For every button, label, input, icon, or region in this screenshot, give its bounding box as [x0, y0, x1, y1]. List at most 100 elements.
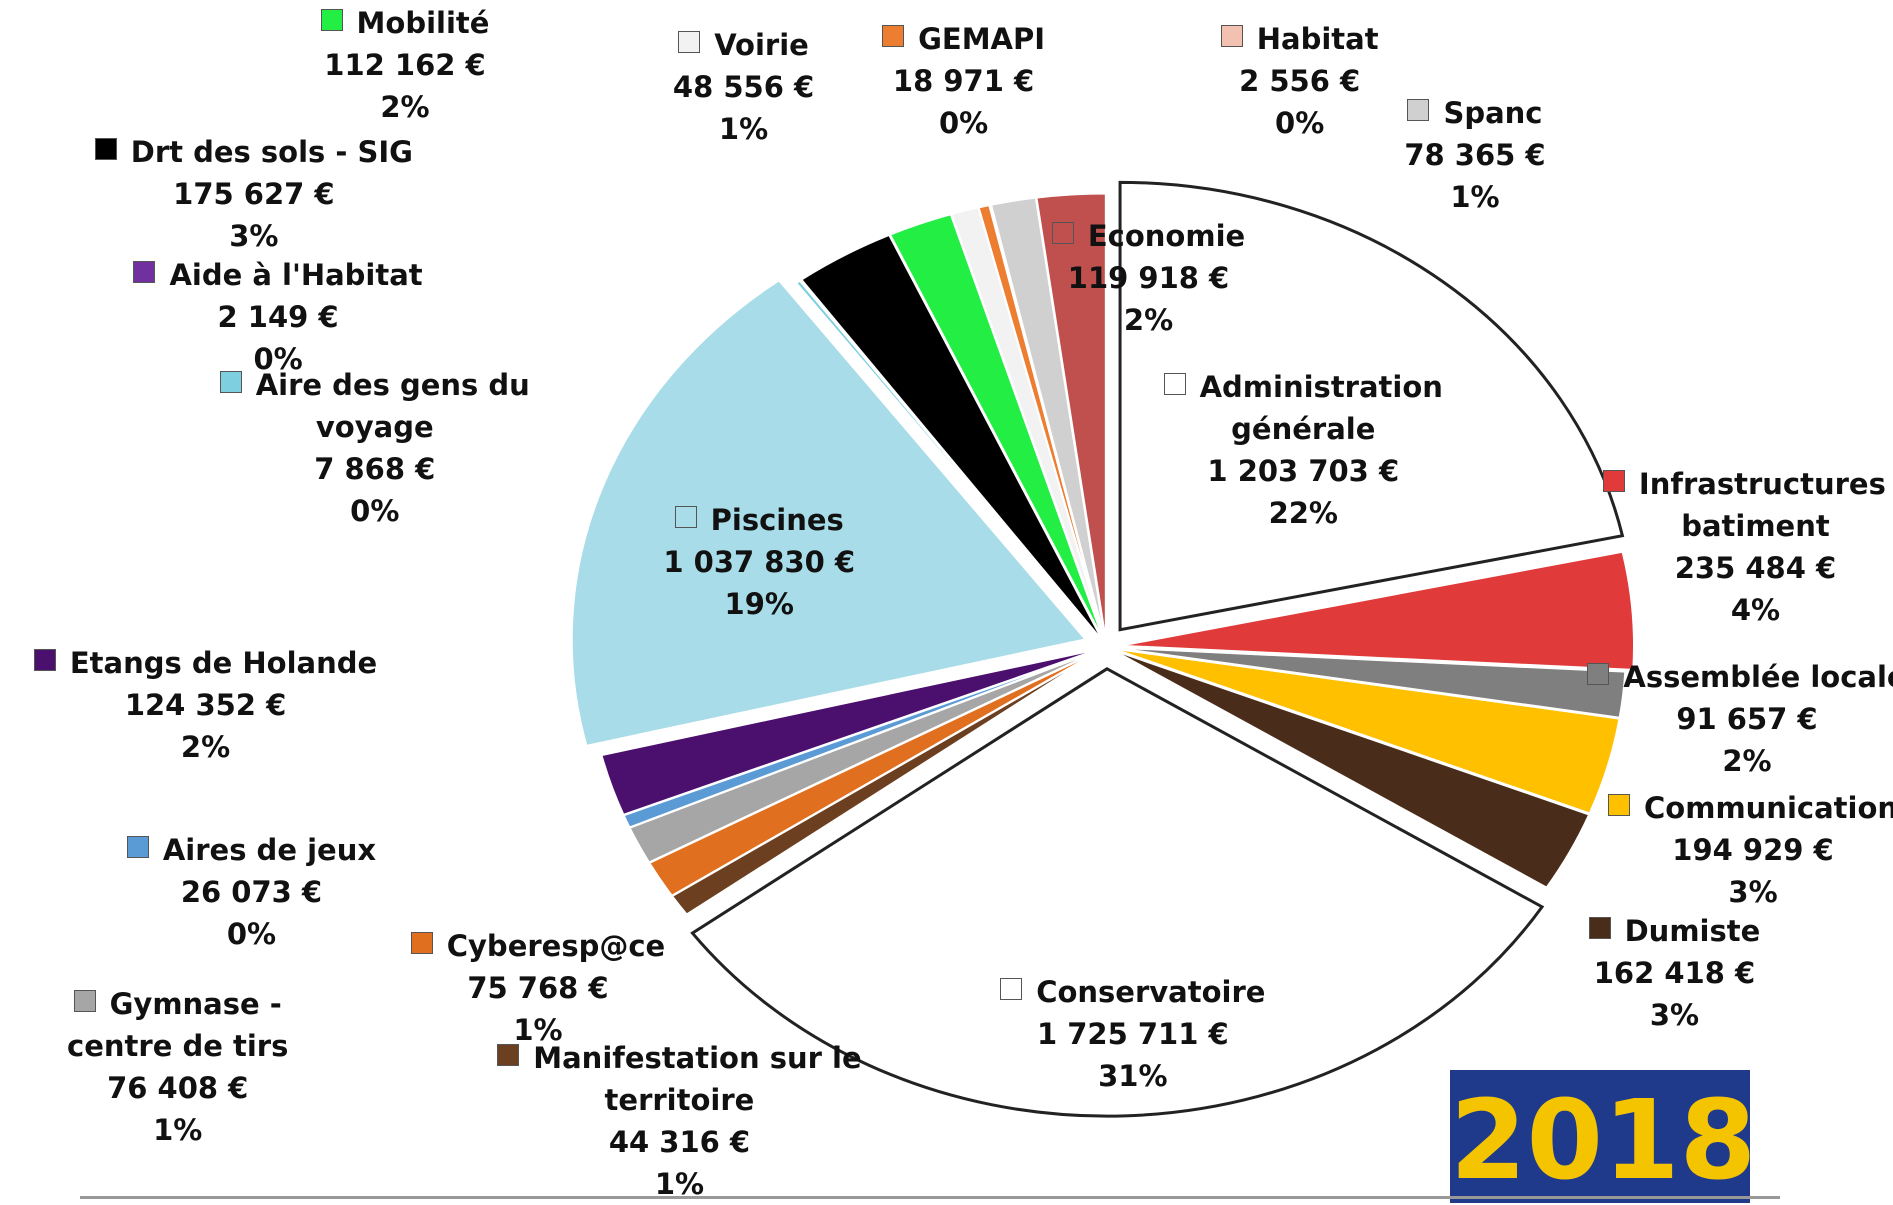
value-label: 1 725 711 € [1036, 1016, 1229, 1051]
slice-label: Infrastructures - batiment 235 484 € 4% [1574, 463, 1893, 631]
slice-label: Dumiste 162 418 € 3% [1517, 910, 1831, 1036]
value-label: 175 627 € [173, 176, 335, 211]
legend-swatch [1051, 222, 1074, 245]
pie-slice [1035, 192, 1107, 641]
pie-slice [1111, 648, 1591, 889]
legend-swatch [674, 506, 697, 529]
slice-label: Assemblée locale 91 657 € 2% [1566, 656, 1893, 782]
legend-swatch [1608, 794, 1631, 817]
pie-slice [1120, 550, 1635, 671]
slice-name: Gymnase - centre de tirs [27, 983, 329, 1067]
slice-name: Cyberesp@ce [357, 925, 720, 967]
percent-label: 22% [1268, 496, 1338, 531]
percent-label: 3% [1728, 875, 1778, 910]
legend-swatch [133, 260, 156, 283]
category-label: Voirie [714, 28, 809, 63]
percent-label: 1% [1450, 179, 1500, 214]
legend-swatch [73, 989, 96, 1012]
slice-label: Conservatoire 1 725 711 € 31% [939, 971, 1326, 1097]
slice-name: Dumiste [1517, 910, 1831, 952]
value-label: 76 408 € [107, 1070, 249, 1105]
category-label: Assemblée locale [1623, 660, 1893, 695]
percent-label: 1% [513, 1012, 563, 1047]
slice-label: Aide à l'Habitat 2 149 € 0% [85, 254, 472, 380]
value-label: 194 929 € [1672, 833, 1834, 868]
percent-label: 2% [1722, 744, 1772, 779]
value-label: 91 657 € [1676, 702, 1818, 737]
slice-label: Etangs de Holande 124 352 € 2% [0, 642, 423, 768]
value-label: 1 203 703 € [1207, 454, 1400, 489]
slice-name: Manifestation sur le territoire [474, 1037, 885, 1121]
slice-name: Administration générale [1122, 366, 1485, 450]
logo-text: 2018 [1450, 1076, 1757, 1204]
value-label: 124 352 € [124, 687, 287, 722]
category-label: Manifestation sur le territoire [533, 1041, 862, 1118]
percent-label: 1% [718, 112, 769, 147]
slice-name: Aire des gens du voyage [175, 364, 574, 448]
logo: 2018 [1450, 1070, 1757, 1204]
slice-label: GEMAPI 18 971 € 0% [831, 18, 1097, 144]
legend-swatch [320, 9, 343, 32]
percent-label: 2% [1123, 303, 1174, 338]
pie-slice [1111, 647, 1621, 815]
slice-name: Aires de jeux [70, 829, 433, 871]
category-label: Dumiste [1624, 914, 1761, 949]
slice-name: Spanc [1342, 92, 1608, 134]
slice-label: Economie 119 918 € 2% [1016, 215, 1282, 341]
slice-label: Aires de jeux 26 073 € 0% [70, 829, 433, 955]
percent-label: 0% [938, 106, 989, 141]
value-label: 18 971 € [892, 64, 1035, 99]
legend-swatch [497, 1044, 520, 1067]
slice-name: Aide à l'Habitat [85, 254, 472, 296]
percent-label: 4% [1730, 593, 1781, 628]
percent-label: 2% [380, 90, 430, 125]
category-label: Spanc [1443, 95, 1543, 130]
legend-swatch [219, 370, 242, 393]
legend-swatch [1588, 917, 1611, 940]
value-label: 75 768 € [467, 970, 609, 1005]
category-label: GEMAPI [918, 22, 1046, 57]
category-label: Drt des sols - SIG [130, 134, 413, 169]
category-label: Gymnase - centre de tirs [67, 986, 289, 1063]
slice-name: Habitat [1167, 18, 1433, 60]
slice-label: Administration générale 1 203 703 € 22% [1122, 366, 1485, 534]
category-label: Infrastructures - batiment [1638, 467, 1893, 544]
percent-label: 19% [724, 587, 794, 622]
value-label: 2 149 € [217, 299, 339, 334]
category-label: Etangs de Holande [69, 645, 378, 680]
slice-name: Etangs de Holande [0, 642, 423, 684]
slice-name: Infrastructures - batiment [1574, 463, 1893, 547]
percent-label: 0% [253, 341, 303, 376]
legend-swatch [1163, 373, 1186, 396]
legend-swatch [94, 137, 117, 160]
slice-name: Communication [1572, 787, 1893, 829]
percent-label: 0% [226, 917, 277, 952]
value-label: 162 418 € [1593, 956, 1756, 991]
legend-swatch [882, 25, 905, 48]
legend-swatch [678, 31, 701, 54]
value-label: 26 073 € [180, 875, 323, 910]
category-label: Administration générale [1199, 370, 1443, 447]
legend-swatch [1407, 98, 1430, 121]
value-label: 48 556 € [672, 70, 815, 105]
pie-slice [600, 647, 1101, 817]
percent-label: 0% [1275, 106, 1325, 141]
percent-label: 31% [1098, 1058, 1168, 1093]
value-label: 78 365 € [1404, 137, 1546, 172]
legend-swatch [410, 931, 433, 954]
category-label: Communication [1644, 791, 1893, 826]
value-label: 112 162 € [324, 48, 486, 83]
value-label: 119 918 € [1067, 261, 1230, 296]
slice-label: Habitat 2 556 € 0% [1167, 18, 1433, 144]
slice-label: Voirie 48 556 € 1% [623, 24, 865, 150]
legend-swatch [1220, 25, 1243, 48]
slice-label: Gymnase - centre de tirs 76 408 € 1% [27, 983, 329, 1151]
slice-name: Mobilité [260, 2, 550, 44]
category-label: Habitat [1256, 22, 1379, 57]
percent-label: 1% [153, 1112, 203, 1147]
pie-slice [690, 667, 1545, 1118]
slice-label: Aire des gens du voyage 7 868 € 0% [175, 364, 574, 532]
category-label: Piscines [710, 503, 844, 538]
